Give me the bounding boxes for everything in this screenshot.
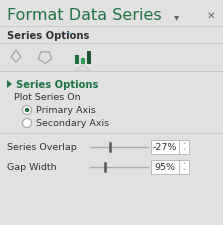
Polygon shape — [7, 81, 12, 89]
Circle shape — [23, 106, 31, 115]
Text: ˄: ˄ — [182, 162, 186, 167]
Text: ˄: ˄ — [182, 142, 186, 147]
Circle shape — [23, 119, 31, 128]
Text: -27%: -27% — [153, 143, 177, 152]
Text: ˅: ˅ — [182, 148, 186, 153]
Text: 95%: 95% — [155, 163, 176, 172]
Text: Series Options: Series Options — [7, 31, 89, 41]
Text: Gap Width: Gap Width — [7, 163, 57, 172]
Text: Format Data Series: Format Data Series — [7, 9, 162, 23]
FancyBboxPatch shape — [151, 160, 189, 174]
Bar — [87, 52, 91, 65]
Text: ˅: ˅ — [66, 32, 70, 41]
Text: Primary Axis: Primary Axis — [36, 106, 96, 115]
Text: Series Options: Series Options — [16, 80, 98, 90]
Polygon shape — [75, 66, 91, 72]
Bar — [81, 59, 85, 65]
Text: Secondary Axis: Secondary Axis — [36, 119, 109, 128]
Text: ▾: ▾ — [174, 12, 179, 22]
Circle shape — [25, 108, 29, 113]
Text: ˅: ˅ — [182, 168, 186, 173]
Text: ✕: ✕ — [207, 11, 216, 21]
FancyBboxPatch shape — [151, 140, 189, 154]
Text: Series Overlap: Series Overlap — [7, 143, 77, 152]
Text: Plot Series On: Plot Series On — [14, 93, 81, 102]
Bar — [75, 56, 79, 65]
